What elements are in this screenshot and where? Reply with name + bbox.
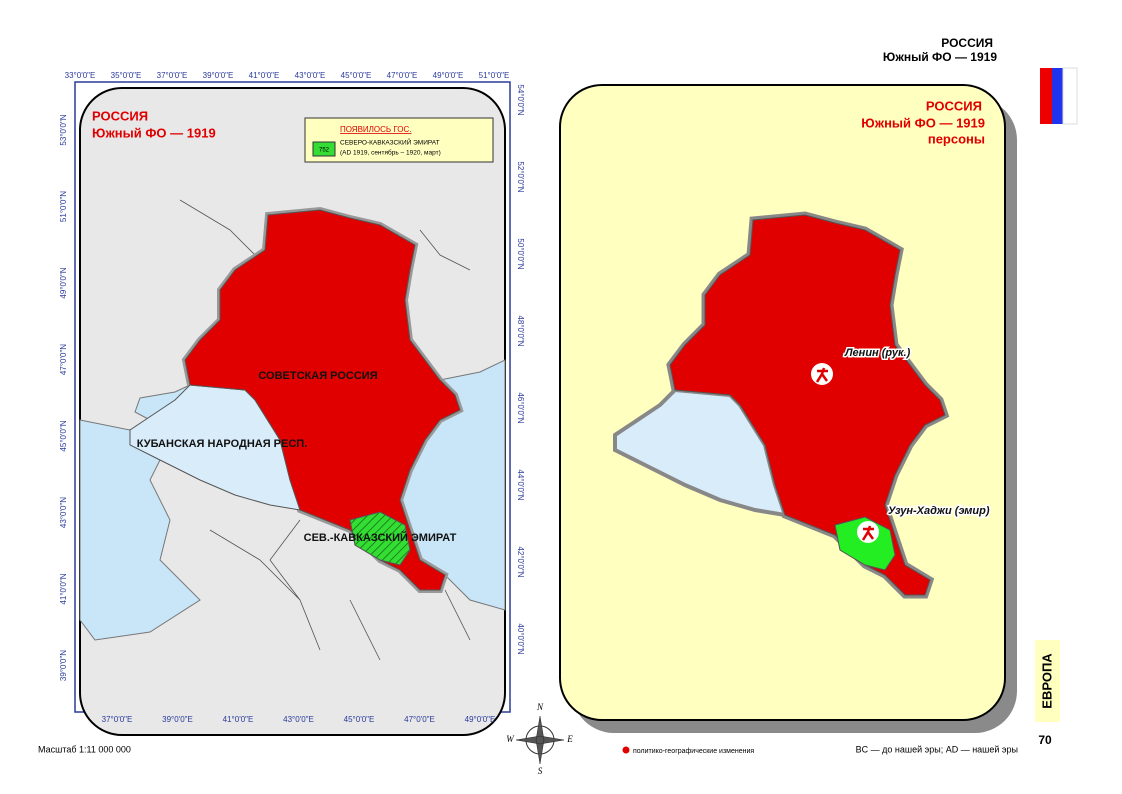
legend-period: (AD 1919, сентябрь – 1920, март) [340,149,441,157]
map-subtitle: Южный ФО — 1919 [92,125,216,140]
lon-tick: 45°0'0"E [344,715,375,724]
lat-tick: 41°0'0"N [59,573,68,604]
lat-tick: 39°0'0"N [59,650,68,681]
lon-tick: 43°0'0"E [295,71,326,80]
map-caption: персоны [928,131,985,146]
header-subtitle: Южный ФО — 1919 [883,50,998,64]
region-label: СОВЕТСКАЯ РОССИЯ [258,370,377,382]
lon-tick: 49°0'0"E [465,715,496,724]
region: ЕВРОПА [1039,653,1054,709]
legend-name: СЕВЕРО-КАВКАЗСКИЙ ЭМИРАТ [340,138,440,147]
flag [1040,67,1078,125]
compass-letter: N [536,702,544,712]
lon-tick: 37°0'0"E [102,715,133,724]
person-icon [861,525,875,541]
compass-letter: W [506,734,515,744]
region-box [1035,640,1060,722]
lat-tick: 47°0'0"N [59,344,68,375]
header-title: РОССИЯ [941,36,993,50]
page-number: 70 [1038,733,1052,747]
lat-tick: 48°0'0"N [516,315,525,346]
legend-box [304,117,494,163]
compass-letter: E [566,734,573,744]
lon-tick: 47°0'0"E [404,715,435,724]
legend-heading: ПОЯВИЛОСЬ ГОС. [340,125,412,134]
lon-tick: 41°0'0"E [223,715,254,724]
map-title: РОССИЯ [926,98,982,113]
lat-tick: 53°0'0"N [59,114,68,145]
lon-tick: 37°0'0"E [157,71,188,80]
lat-tick: 42°0'0"N [516,546,525,577]
footer-legend: политико-географические изменения [633,748,754,755]
right-map: РОССИЯ Южный ФО — 1919 персоны Ленин (ру… [559,84,1017,733]
lat-tick: 54°0'0"N [516,84,525,115]
lon-tick: 35°0'0"E [111,71,142,80]
region-label: СЕВ.-КАВКАЗСКИЙ ЭМИРАТ [304,531,457,544]
left-map: РОССИЯ Южный ФО — 1919 ПОЯВИЛОСЬ ГОС. 75… [59,71,525,736]
lon-tick: 47°0'0"E [387,71,418,80]
compass: N W E S [506,702,573,776]
lat-tick: 44°0'0"N [516,469,525,500]
lat-tick: 40°0'0"N [516,623,525,654]
person-name: Узун-Хаджи (эмир) [888,505,990,517]
lon-tick: 41°0'0"E [249,71,280,80]
map-title: РОССИЯ [92,108,148,123]
lat-tick: 46°0'0"N [516,392,525,423]
lon-tick: 51°0'0"E [479,71,510,80]
map-subtitle: Южный ФО — 1919 [861,115,985,130]
region-label: КУБАНСКАЯ НАРОДНАЯ РЕСП. [137,438,308,450]
legend-dot [622,746,630,754]
lon-tick: 43°0'0"E [283,715,314,724]
lat-tick: 52°0'0"N [516,161,525,192]
legend-code: 752 [319,148,330,154]
lat-tick: 51°0'0"N [59,191,68,222]
person-icon [815,367,829,383]
lon-tick: 49°0'0"E [433,71,464,80]
lon-tick: 39°0'0"E [203,71,234,80]
lon-tick: 33°0'0"E [65,71,96,80]
lat-tick: 50°0'0"N [516,238,525,269]
lon-tick: 39°0'0"E [162,715,193,724]
compass-letter: S [538,766,543,776]
lon-tick: 45°0'0"E [341,71,372,80]
lat-tick: 43°0'0"N [59,497,68,528]
lat-tick: 45°0'0"N [59,420,68,451]
era-note: BC — до нашей эры; AD — нашей эры [856,744,1018,754]
scale: Масштаб 1:11 000 000 [38,744,131,754]
lat-tick: 49°0'0"N [59,267,68,298]
legend-swatch [312,141,336,157]
person-name: Ленин (рук.) [844,347,911,359]
